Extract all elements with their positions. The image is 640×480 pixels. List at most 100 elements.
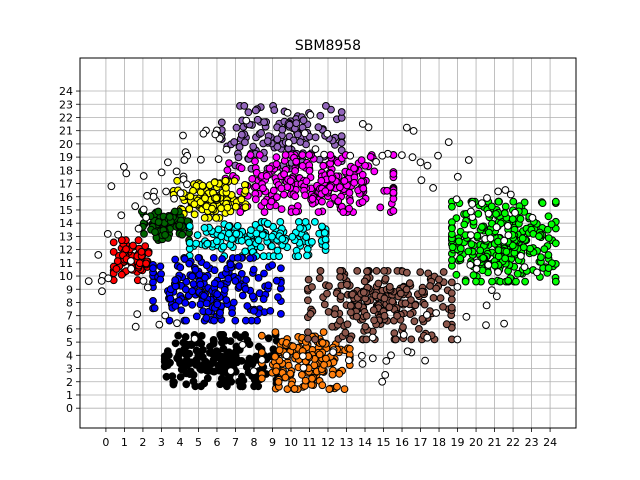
data-point — [323, 129, 332, 138]
data-point — [156, 275, 165, 284]
data-point — [103, 230, 112, 238]
data-point — [126, 257, 135, 265]
data-point — [389, 207, 398, 215]
data-point — [494, 268, 502, 276]
data-point — [308, 283, 316, 291]
data-point — [447, 289, 456, 298]
data-point — [248, 175, 257, 183]
data-point — [285, 120, 294, 129]
data-point — [415, 325, 423, 333]
y-tick-label: 23 — [59, 98, 73, 111]
data-point — [256, 243, 265, 252]
data-point — [217, 232, 226, 241]
data-point — [181, 333, 190, 341]
data-point — [134, 236, 143, 245]
data-point — [149, 297, 157, 305]
data-point — [268, 261, 277, 270]
data-point — [232, 358, 241, 367]
data-point — [326, 200, 335, 209]
data-point — [220, 285, 229, 294]
data-point — [135, 259, 144, 268]
data-point — [519, 243, 528, 252]
data-point — [251, 157, 259, 166]
data-point — [233, 222, 242, 230]
data-point — [340, 385, 349, 394]
data-point — [109, 238, 118, 247]
data-point — [190, 210, 199, 219]
data-point — [474, 210, 483, 218]
data-point — [448, 243, 457, 252]
data-point — [161, 311, 170, 320]
data-point — [385, 303, 394, 312]
data-point — [506, 190, 515, 199]
data-point — [416, 158, 425, 167]
data-point — [139, 205, 148, 214]
data-point — [350, 164, 359, 173]
data-point — [472, 265, 481, 273]
data-point — [329, 348, 338, 357]
data-point — [308, 194, 317, 203]
data-point — [509, 197, 518, 206]
data-point — [201, 194, 209, 203]
data-point — [272, 276, 281, 285]
data-point — [192, 312, 201, 321]
data-point — [517, 252, 525, 260]
data-point — [306, 111, 315, 119]
data-point — [538, 199, 547, 208]
data-point — [508, 241, 517, 250]
data-point — [448, 202, 456, 211]
data-point — [277, 310, 285, 318]
data-point — [251, 195, 260, 204]
data-point — [253, 115, 262, 124]
data-point — [393, 311, 402, 320]
data-point — [343, 280, 351, 289]
data-point — [380, 294, 389, 303]
data-point — [391, 335, 400, 344]
data-point — [381, 371, 390, 379]
data-point — [186, 192, 195, 201]
y-tick-label: 22 — [59, 111, 73, 124]
data-point — [346, 151, 355, 160]
data-point — [255, 151, 264, 159]
data-point — [316, 111, 325, 120]
data-point — [176, 373, 185, 381]
data-point — [200, 224, 209, 232]
data-point — [528, 213, 537, 222]
data-point — [336, 183, 344, 192]
data-point — [150, 304, 159, 313]
data-point — [211, 130, 220, 139]
data-point — [203, 374, 212, 383]
data-point — [405, 279, 414, 288]
data-point — [513, 269, 522, 278]
data-point — [544, 234, 553, 243]
data-point — [484, 209, 493, 218]
data-point — [249, 265, 258, 274]
data-point — [358, 198, 367, 206]
data-point — [423, 333, 432, 342]
data-point — [198, 181, 207, 190]
data-point — [376, 203, 385, 212]
data-point — [469, 271, 478, 280]
data-point — [273, 135, 282, 144]
data-point — [238, 291, 247, 300]
data-point — [272, 367, 281, 376]
data-point — [190, 334, 199, 343]
data-point — [267, 197, 276, 206]
x-tick-label: 2 — [139, 436, 146, 449]
data-point — [411, 301, 420, 310]
data-point — [487, 286, 496, 295]
data-point — [226, 367, 235, 376]
x-tick-label: 19 — [451, 436, 465, 449]
data-point — [247, 226, 255, 235]
x-tick-label: 13 — [340, 436, 354, 449]
data-point — [264, 281, 273, 290]
data-point — [288, 232, 297, 241]
data-point — [117, 270, 126, 279]
data-point — [210, 316, 219, 325]
data-point — [350, 178, 359, 187]
data-point — [268, 232, 276, 241]
x-tick-label: 16 — [395, 436, 409, 449]
data-point — [273, 246, 282, 255]
x-axis-ticks: 0 1 2 3 4 5 6 7 8 9 10 11 12 13 14 15 16 17 18 19 20 21 22 23 24 — [102, 428, 557, 449]
